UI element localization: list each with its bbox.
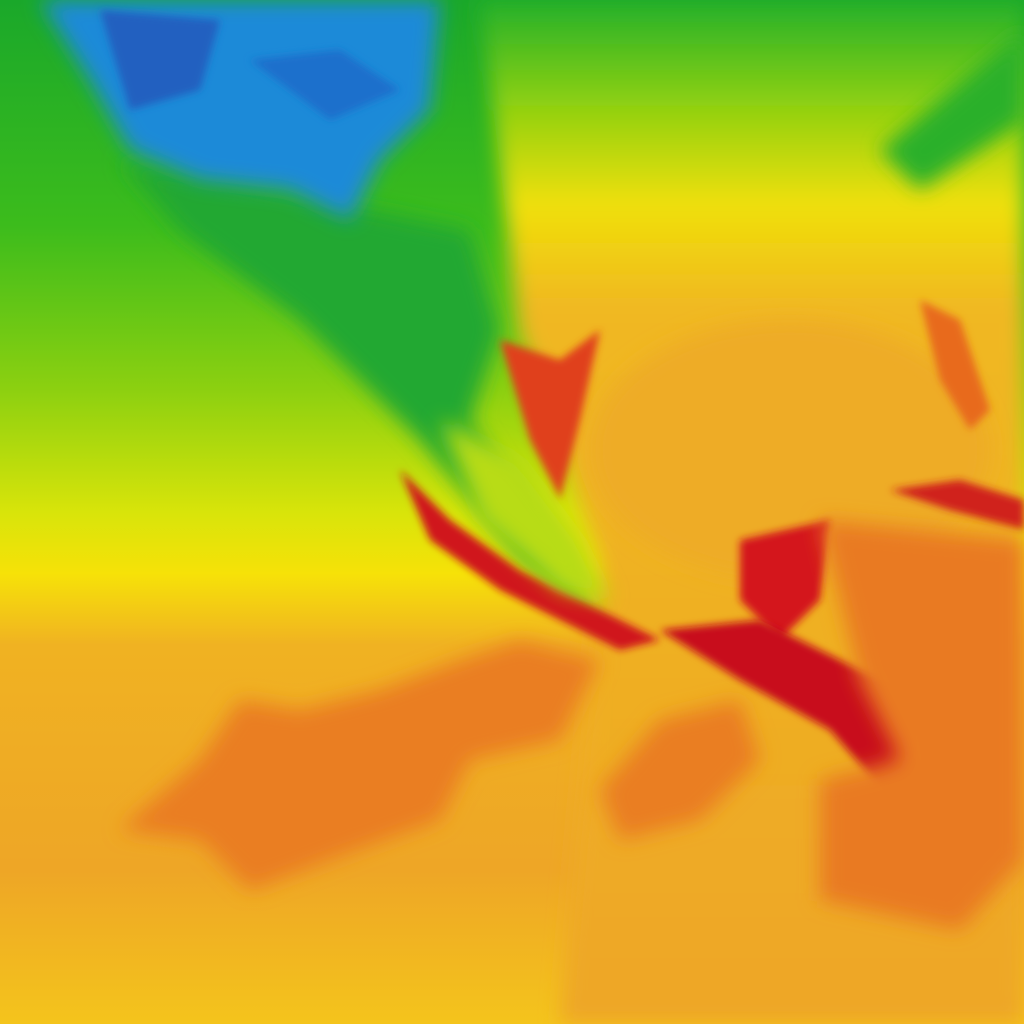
hot-coast [400,470,660,650]
gulf [590,320,990,580]
plateau [440,420,610,600]
islands [890,480,1024,530]
cold-core [100,10,220,110]
cool-patch [880,30,1024,190]
warm-sea [820,520,1024,930]
cold-core [250,50,400,120]
peninsula [920,300,990,430]
warm-sea [600,700,760,840]
hot-coast [500,330,600,500]
warm-sea [120,640,600,890]
hot-land [740,520,830,640]
